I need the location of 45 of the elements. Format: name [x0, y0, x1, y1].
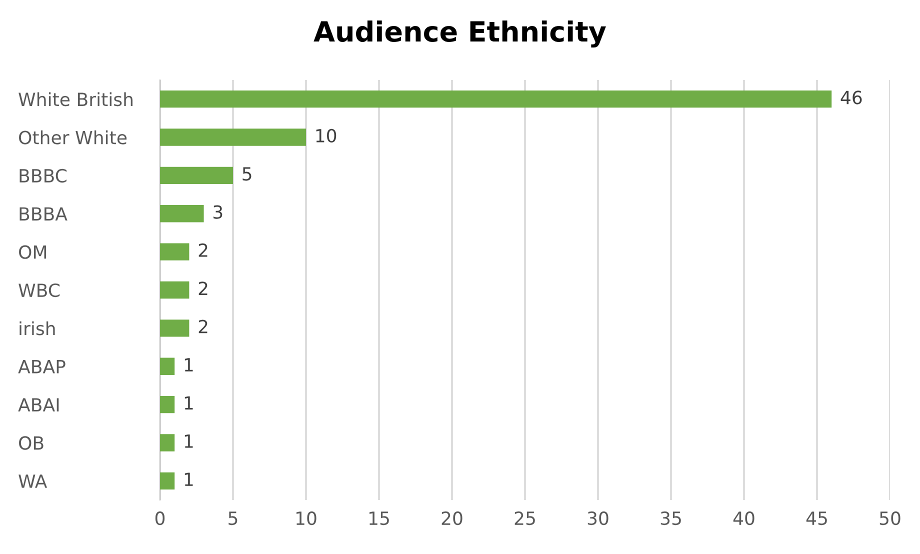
- data-label: 1: [184, 396, 193, 410]
- x-tick-label: 5: [228, 512, 238, 526]
- x-tick-label: 15: [369, 512, 389, 526]
- x-tick-label: 25: [514, 511, 535, 526]
- bar: [160, 128, 306, 146]
- x-tick-label: 0: [155, 511, 165, 526]
- y-tick-label: OM: [19, 245, 46, 259]
- bar: [160, 281, 190, 299]
- y-tick-label: WA: [18, 474, 48, 488]
- y-tick-label: OB: [19, 436, 44, 450]
- x-tick-label: 40: [733, 511, 754, 526]
- bar: [160, 396, 175, 414]
- y-tick-label: BBBC: [20, 168, 66, 183]
- y-tick-label: BBBA: [20, 207, 68, 220]
- x-tick-label: 20: [442, 511, 462, 526]
- x-tick-label: 45: [806, 512, 827, 526]
- y-tick-label: WBC: [18, 283, 60, 298]
- data-label: 1: [184, 358, 193, 372]
- y-tick-label: Other White: [19, 130, 127, 144]
- data-label: 1: [184, 434, 193, 448]
- data-label: 3: [214, 205, 222, 219]
- data-label: 2: [198, 320, 208, 334]
- y-tick-label: ABAI: [18, 398, 59, 412]
- bar: [160, 320, 190, 337]
- bar: [160, 358, 175, 375]
- x-tick-label: 10: [296, 511, 316, 526]
- y-tick-label: ABAP: [18, 360, 66, 374]
- data-label: 10: [316, 128, 336, 143]
- bar: [160, 166, 233, 184]
- bar: [160, 434, 175, 452]
- bar: [160, 472, 175, 490]
- bar: [160, 243, 190, 260]
- x-tick-label: 35: [660, 511, 681, 526]
- x-tick-label: 30: [588, 511, 608, 526]
- bar: [160, 205, 204, 222]
- data-label: 1: [184, 472, 193, 486]
- data-label: 46: [840, 90, 862, 104]
- data-label: 2: [198, 243, 208, 257]
- y-tick-label: White British: [18, 92, 132, 106]
- data-label: 5: [242, 167, 252, 181]
- bar: [160, 90, 832, 108]
- x-tick-label: 50: [880, 511, 900, 526]
- data-label: 2: [198, 282, 208, 295]
- y-tick-label: irish: [20, 321, 55, 336]
- chart-title: Audience Ethnicity: [314, 20, 606, 48]
